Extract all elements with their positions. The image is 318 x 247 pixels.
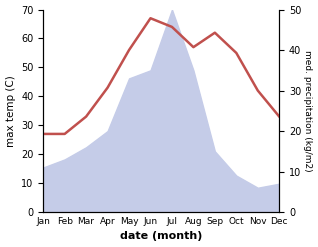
Y-axis label: med. precipitation (kg/m2): med. precipitation (kg/m2) xyxy=(303,50,313,172)
X-axis label: date (month): date (month) xyxy=(120,231,203,242)
Y-axis label: max temp (C): max temp (C) xyxy=(5,75,16,147)
